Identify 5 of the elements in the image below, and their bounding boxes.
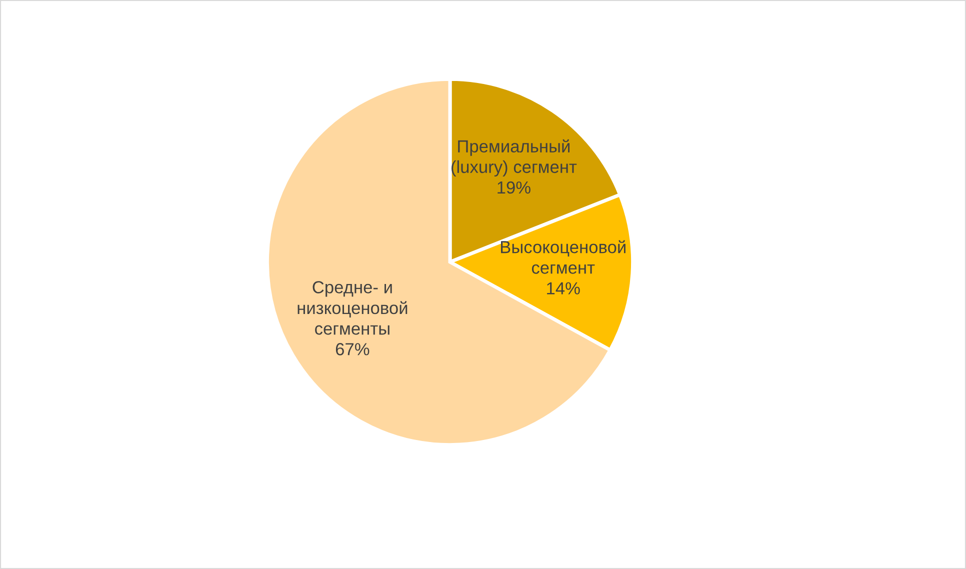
data-label: 67% [336,343,370,356]
data-label: 19% [498,181,530,194]
slice-label: Высокоценовой сегмент [501,240,626,274]
data-label: 14% [547,282,580,294]
slice-label: Средне- и низкоценовой сегменты [298,281,408,335]
